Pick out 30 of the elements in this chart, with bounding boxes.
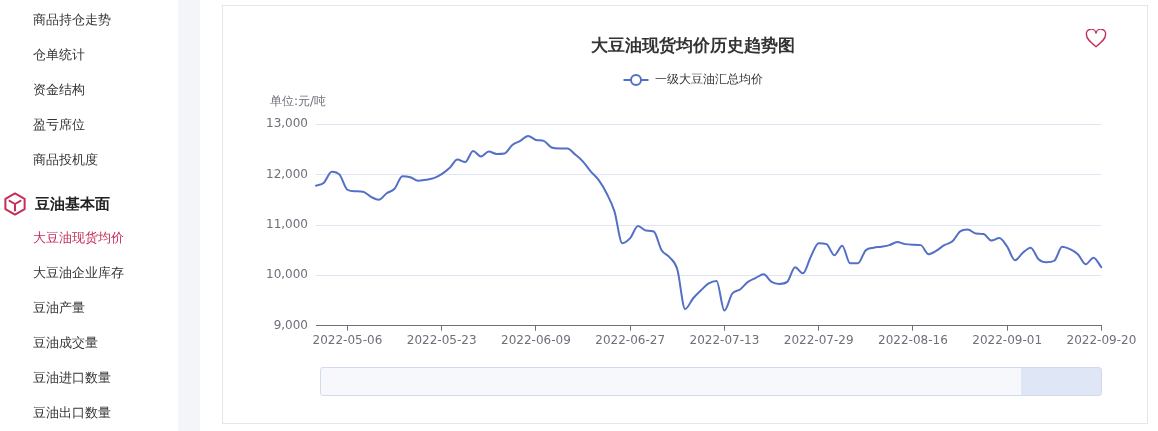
y-axis-title: 单位:元/吨 <box>270 94 327 109</box>
text: 仓单统计 <box>33 47 85 63</box>
text: 豆油进口数量 <box>33 370 111 386</box>
x-tick-label: 2022-07-29 <box>783 333 854 348</box>
text: 盈亏席位 <box>33 117 85 133</box>
y-tick-label: 13,000 <box>266 116 308 131</box>
x-tick-label: 2022-05-23 <box>406 333 477 348</box>
text: 豆油基本面 <box>35 195 110 213</box>
text: 大豆油企业库存 <box>33 265 124 281</box>
text: 豆油成交量 <box>33 335 98 351</box>
text: 商品持仓走势 <box>33 12 111 28</box>
x-tick-label: 2022-08-16 <box>878 333 948 348</box>
text: 豆油产量 <box>33 300 85 316</box>
x-tick-label: 2022-06-27 <box>595 333 666 348</box>
x-tick-label: 2022-09-20 <box>1066 333 1137 348</box>
text: 豆油出口数量 <box>33 405 111 421</box>
line-series <box>315 134 1103 312</box>
x-tick-label: 2022-06-09 <box>501 333 571 348</box>
x-tick-label: 2022-07-13 <box>689 333 760 348</box>
text: 商品投机度 <box>33 152 98 168</box>
text: 资金结构 <box>33 82 85 98</box>
y-tick-label: 12,000 <box>266 166 308 181</box>
y-tick-label: 11,000 <box>266 217 308 232</box>
x-tick-label: 2022-09-01 <box>972 333 1043 348</box>
y-tick-label: 9,000 <box>273 317 308 332</box>
x-tick-label: 2022-05-06 <box>312 333 383 348</box>
y-tick-label: 10,000 <box>266 267 308 282</box>
chart-title: 大豆油现货均价历史趋势图 <box>591 35 795 56</box>
text: 大豆油现货均价 <box>33 230 124 246</box>
legend-label: 一级大豆油汇总均价 <box>654 72 763 87</box>
